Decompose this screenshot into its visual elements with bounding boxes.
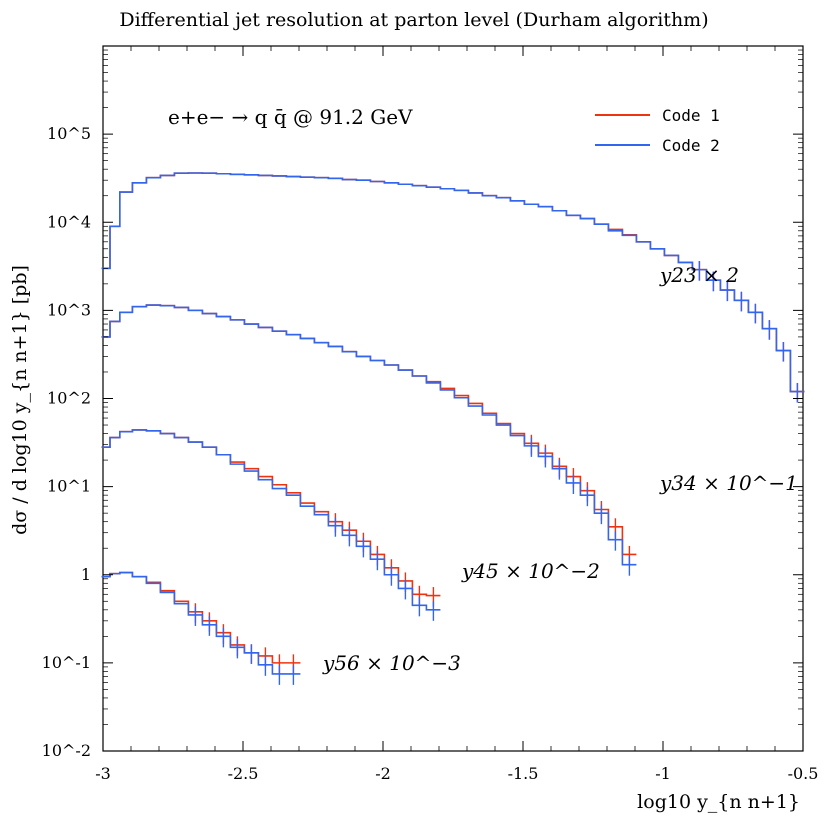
y-tick-label: 10^3 — [47, 300, 91, 319]
y-tick-label: 10^2 — [47, 389, 91, 408]
legend: Code 1 Code 2 — [595, 106, 720, 155]
y-tick-label: 10^-1 — [42, 653, 91, 672]
x-tick-label: -3 — [95, 764, 111, 783]
legend-label-code-2: Code 2 — [662, 136, 720, 155]
y-tick-label: 10^5 — [47, 124, 91, 143]
series-line-code-2-y45 — [101, 429, 441, 611]
y-tick-label: 1 — [81, 565, 91, 584]
y-axis-label: dσ / d log10 y_{n n+1} [pb] — [9, 265, 31, 535]
y-tick-label: 10^-2 — [42, 741, 91, 760]
series-line-code-2-y34 — [101, 304, 637, 566]
series-line-code-2-y23 — [101, 172, 805, 393]
series-line-code-1-y56 — [101, 571, 301, 664]
series-line-code-1-y34 — [101, 304, 637, 556]
curve-label-y56: y56 × 10^−3 — [322, 651, 461, 675]
x-tick-label: -1.5 — [508, 764, 539, 783]
x-tick-label: -1 — [655, 764, 671, 783]
series-line-code-2-y56 — [101, 571, 301, 675]
y-tick-label: 10^1 — [47, 477, 91, 496]
ticks-layer: -3 -2.5 -2 -1.5 -1 -0.5 10^-2 10^-1 1 10^1 10^2 10^… — [42, 45, 819, 783]
series-layer — [101, 172, 805, 685]
curve-label-y23: y23 × 2 — [659, 263, 739, 287]
curve-label-y34: y34 × 10^−1 — [659, 471, 798, 495]
x-tick-label: -0.5 — [788, 764, 819, 783]
x-tick-label: -2.5 — [228, 764, 259, 783]
chart-title: Differential jet resolution at parton le… — [119, 9, 708, 31]
curve-label-y45: y45 × 10^−2 — [461, 559, 600, 583]
x-axis-label: log10 y_{n n+1} — [637, 791, 800, 813]
x-tick-label: -2 — [375, 764, 391, 783]
legend-label-code-1: Code 1 — [662, 106, 720, 125]
process-label: e+e− → q q̄ @ 91.2 GeV — [168, 105, 413, 129]
y-tick-label: 10^4 — [47, 212, 91, 231]
series-line-code-1-y45 — [101, 429, 441, 597]
